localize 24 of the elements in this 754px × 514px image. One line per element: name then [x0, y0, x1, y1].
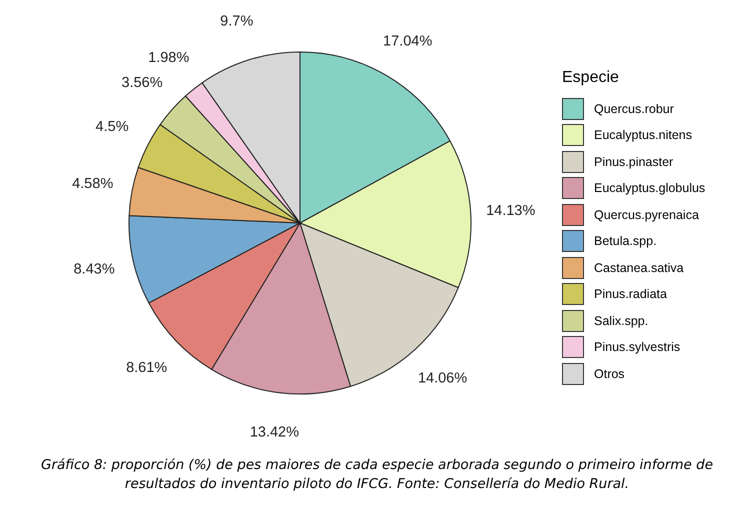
legend-label: Quercus.robur: [594, 102, 674, 116]
legend-label: Salix.spp.: [594, 314, 648, 328]
data-label: 13.42%: [250, 424, 300, 440]
data-label: 3.56%: [122, 75, 163, 92]
data-label: 8.61%: [126, 360, 168, 376]
text: Gráfico 8: proporción (%) de pes maiores de cada especie arborada segundo o primeiro informe de resultados do inventario piloto do IFCG. Fonte: Consellería do Medio Rural.: [40, 456, 714, 494]
data-label: 4.58%: [72, 176, 114, 192]
legend-label: Eucalyptus.nitens: [594, 128, 692, 142]
legend-label: Eucalyptus.globulus: [594, 181, 706, 195]
data-label: 14.06%: [418, 370, 468, 387]
legend-label: Pinus.radiata: [594, 287, 667, 301]
data-label: 14.13%: [486, 203, 536, 220]
data-label: 4.5%: [96, 119, 129, 136]
data-label: 9.7%: [220, 14, 254, 30]
data-label: 1.98%: [148, 50, 190, 66]
data-label: 17.04%: [383, 34, 432, 50]
legend-title: Especie: [562, 69, 620, 88]
legend-label: Quercus.pyrenaica: [594, 208, 699, 222]
legend-label: Pinus.pinaster: [594, 154, 674, 168]
legend-label: Otros: [594, 366, 625, 380]
legend-label: Pinus.sylvestris: [594, 340, 680, 354]
legend-label: Betula.spp.: [594, 234, 657, 248]
data-label: 8.43%: [74, 261, 115, 278]
legend-label: Castanea.sativa: [594, 260, 684, 274]
